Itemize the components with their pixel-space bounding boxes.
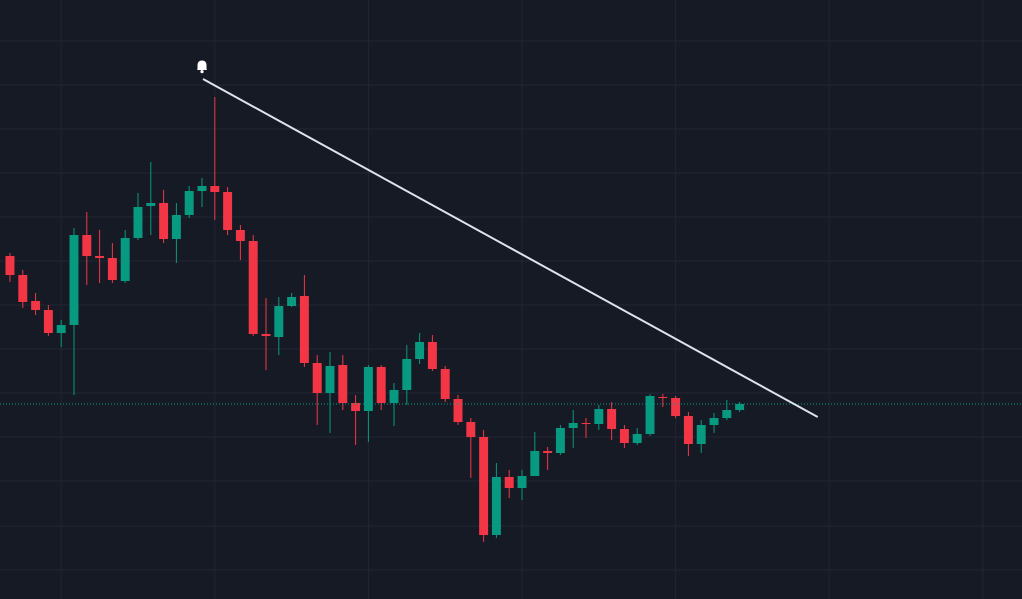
candle-body (440, 369, 450, 399)
candle-body (210, 186, 220, 192)
candle-body (568, 423, 578, 428)
candle-body (543, 451, 553, 453)
candle-body (248, 241, 258, 334)
candle-body (299, 296, 309, 363)
candle-body (223, 192, 233, 230)
candle-body (722, 410, 732, 418)
candle-body (683, 416, 693, 444)
candle-body (171, 215, 181, 239)
candle-body (287, 297, 297, 306)
candle-body (581, 423, 591, 424)
candle-body (517, 476, 527, 488)
candle-body (466, 422, 476, 437)
candle-body (133, 207, 143, 238)
candle-body (56, 325, 66, 333)
candle-body (402, 359, 412, 390)
candle-body (18, 275, 28, 302)
candle-body (504, 477, 514, 488)
candle-body (120, 238, 130, 281)
bell-clapper (200, 70, 204, 74)
candle-body (312, 363, 322, 393)
candle-body (363, 367, 373, 411)
bell-body (197, 60, 208, 70)
candle-body (555, 428, 565, 453)
candle-body (146, 203, 156, 206)
candle-body (415, 342, 425, 359)
candle-body (671, 398, 681, 416)
candle-body (43, 310, 53, 333)
candle-body (95, 256, 105, 258)
candle-body (5, 256, 15, 275)
candle-body (389, 390, 399, 403)
candle-body (530, 451, 540, 476)
candle-body (69, 235, 79, 325)
candle-body (351, 403, 361, 411)
candle-body (376, 367, 386, 403)
candle-body (594, 409, 604, 424)
candle-body (184, 191, 194, 215)
trend-line (202, 78, 819, 418)
candle-body (619, 429, 629, 443)
candle-body (107, 258, 117, 280)
candle-body (82, 235, 92, 256)
candle-body (735, 404, 745, 410)
candle-body (645, 396, 655, 434)
candle-body (274, 306, 284, 337)
candle-body (338, 365, 348, 403)
candle-body (453, 399, 463, 422)
candle-body (607, 409, 617, 429)
candle-body (709, 418, 719, 425)
candle-body (491, 477, 501, 535)
candle-body (235, 230, 245, 241)
candle-body (696, 425, 706, 444)
candle-body (479, 437, 489, 535)
alert-bell (197, 60, 208, 74)
candle-body (261, 334, 271, 336)
candle-body (658, 397, 668, 398)
candle-body (427, 342, 437, 369)
candle-body (325, 366, 335, 393)
candle-body (31, 301, 41, 310)
candle-body (159, 203, 169, 239)
candle-body (197, 186, 207, 191)
candle-body (632, 434, 642, 443)
